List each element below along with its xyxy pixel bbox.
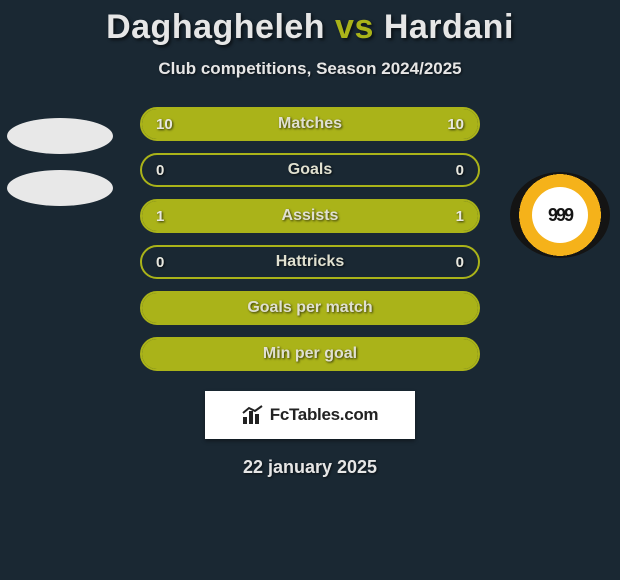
right-team-badge: 999	[500, 172, 620, 258]
stat-row: 0 Goals 0	[140, 153, 480, 187]
player1-name: Daghagheleh	[106, 8, 325, 46]
left-team-badges	[0, 118, 120, 206]
stat-value-right: 0	[456, 162, 464, 179]
stat-value-right: 0	[456, 254, 464, 271]
stat-label: Matches	[278, 115, 342, 133]
stat-label: Min per goal	[263, 345, 357, 363]
stat-label: Goals	[288, 161, 332, 179]
vs-label: vs	[335, 8, 374, 46]
team-badge-placeholder-icon	[7, 118, 113, 154]
subtitle: Club competitions, Season 2024/2025	[158, 59, 461, 79]
stat-label: Assists	[282, 207, 339, 225]
stat-value-left: 1	[156, 208, 164, 225]
stats-block: 10Matches100Goals01Assists10Hattricks0Go…	[140, 107, 480, 371]
brand-text: FcTables.com	[270, 405, 379, 425]
stat-value-right: 1	[456, 208, 464, 225]
stat-row: Min per goal	[140, 337, 480, 371]
stat-value-left: 10	[156, 116, 173, 133]
sepahan-badge-icon: 999	[510, 172, 610, 258]
date-label: 22 january 2025	[243, 457, 377, 478]
stat-row: 1 Assists 1	[140, 199, 480, 233]
player2-name: Hardani	[384, 8, 514, 46]
stat-row: Goals per match	[140, 291, 480, 325]
bar-chart-icon	[242, 405, 264, 425]
stat-label: Goals per match	[247, 299, 372, 317]
stat-value-left: 0	[156, 254, 164, 271]
sepahan-badge-inner: 999	[532, 187, 588, 243]
brand-box: FcTables.com	[205, 391, 415, 439]
team-badge-placeholder-icon	[7, 170, 113, 206]
page-title: Daghagheleh vs Hardani	[106, 8, 514, 47]
stat-row: 10 Matches 10	[140, 107, 480, 141]
stat-value-right: 10	[447, 116, 464, 133]
stat-label: Hattricks	[276, 253, 344, 271]
stat-value-left: 0	[156, 162, 164, 179]
stat-row: 0 Hattricks 0	[140, 245, 480, 279]
